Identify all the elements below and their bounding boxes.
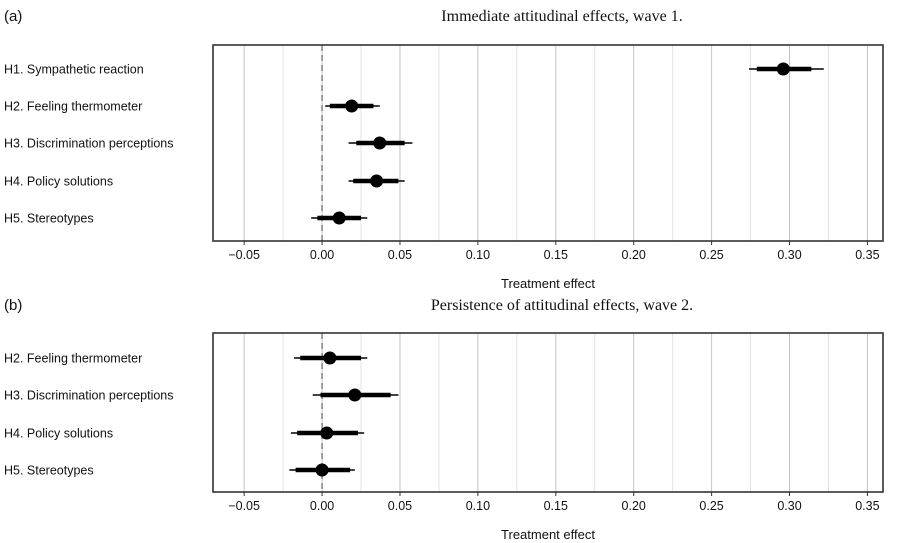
category-label: H4. Policy solutions xyxy=(4,175,113,189)
chart-title: Persistence of attitudinal effects, wave… xyxy=(431,297,693,314)
x-tick-label: 0.15 xyxy=(544,499,568,513)
point-estimate xyxy=(345,100,358,113)
chart-title: Immediate attitudinal effects, wave 1. xyxy=(441,8,682,25)
point-estimate xyxy=(373,137,386,150)
x-tick-label: 0.00 xyxy=(310,248,334,262)
x-tick-label: 0.05 xyxy=(388,248,412,262)
point-estimate xyxy=(333,212,346,225)
category-label: H3. Discrimination perceptions xyxy=(4,137,174,151)
x-axis-title: Treatment effect xyxy=(501,276,595,291)
point-estimate xyxy=(777,63,790,76)
category-label: H2. Feeling thermometer xyxy=(4,100,142,114)
x-tick-label: 0.20 xyxy=(622,248,646,262)
x-tick-label: 0.00 xyxy=(310,499,334,513)
category-label: H5. Stereotypes xyxy=(4,464,94,478)
panel-label: (b) xyxy=(4,297,22,314)
x-tick-label: 0.10 xyxy=(466,499,490,513)
x-tick-label: 0.05 xyxy=(388,499,412,513)
x-tick-label: 0.35 xyxy=(855,248,879,262)
x-tick-label: 0.15 xyxy=(544,248,568,262)
category-label: H1. Sympathetic reaction xyxy=(4,63,144,77)
panel-label: (a) xyxy=(4,8,22,25)
category-label: H5. Stereotypes xyxy=(4,212,94,226)
point-estimate xyxy=(323,352,336,365)
x-tick-label: 0.30 xyxy=(777,499,801,513)
x-tick-label: 0.25 xyxy=(699,499,723,513)
x-axis-title: Treatment effect xyxy=(501,527,595,542)
category-label: H2. Feeling thermometer xyxy=(4,352,142,366)
category-label: H4. Policy solutions xyxy=(4,427,113,441)
x-tick-label: −0.05 xyxy=(228,248,260,262)
x-tick-label: 0.30 xyxy=(777,248,801,262)
category-label: H3. Discrimination perceptions xyxy=(4,389,174,403)
x-tick-label: 0.35 xyxy=(855,499,879,513)
point-estimate xyxy=(316,464,329,477)
x-tick-label: 0.20 xyxy=(622,499,646,513)
point-estimate xyxy=(320,427,333,440)
point-estimate xyxy=(348,389,361,402)
x-tick-label: 0.10 xyxy=(466,248,490,262)
x-tick-label: −0.05 xyxy=(228,499,260,513)
x-tick-label: 0.25 xyxy=(699,248,723,262)
point-estimate xyxy=(370,175,383,188)
